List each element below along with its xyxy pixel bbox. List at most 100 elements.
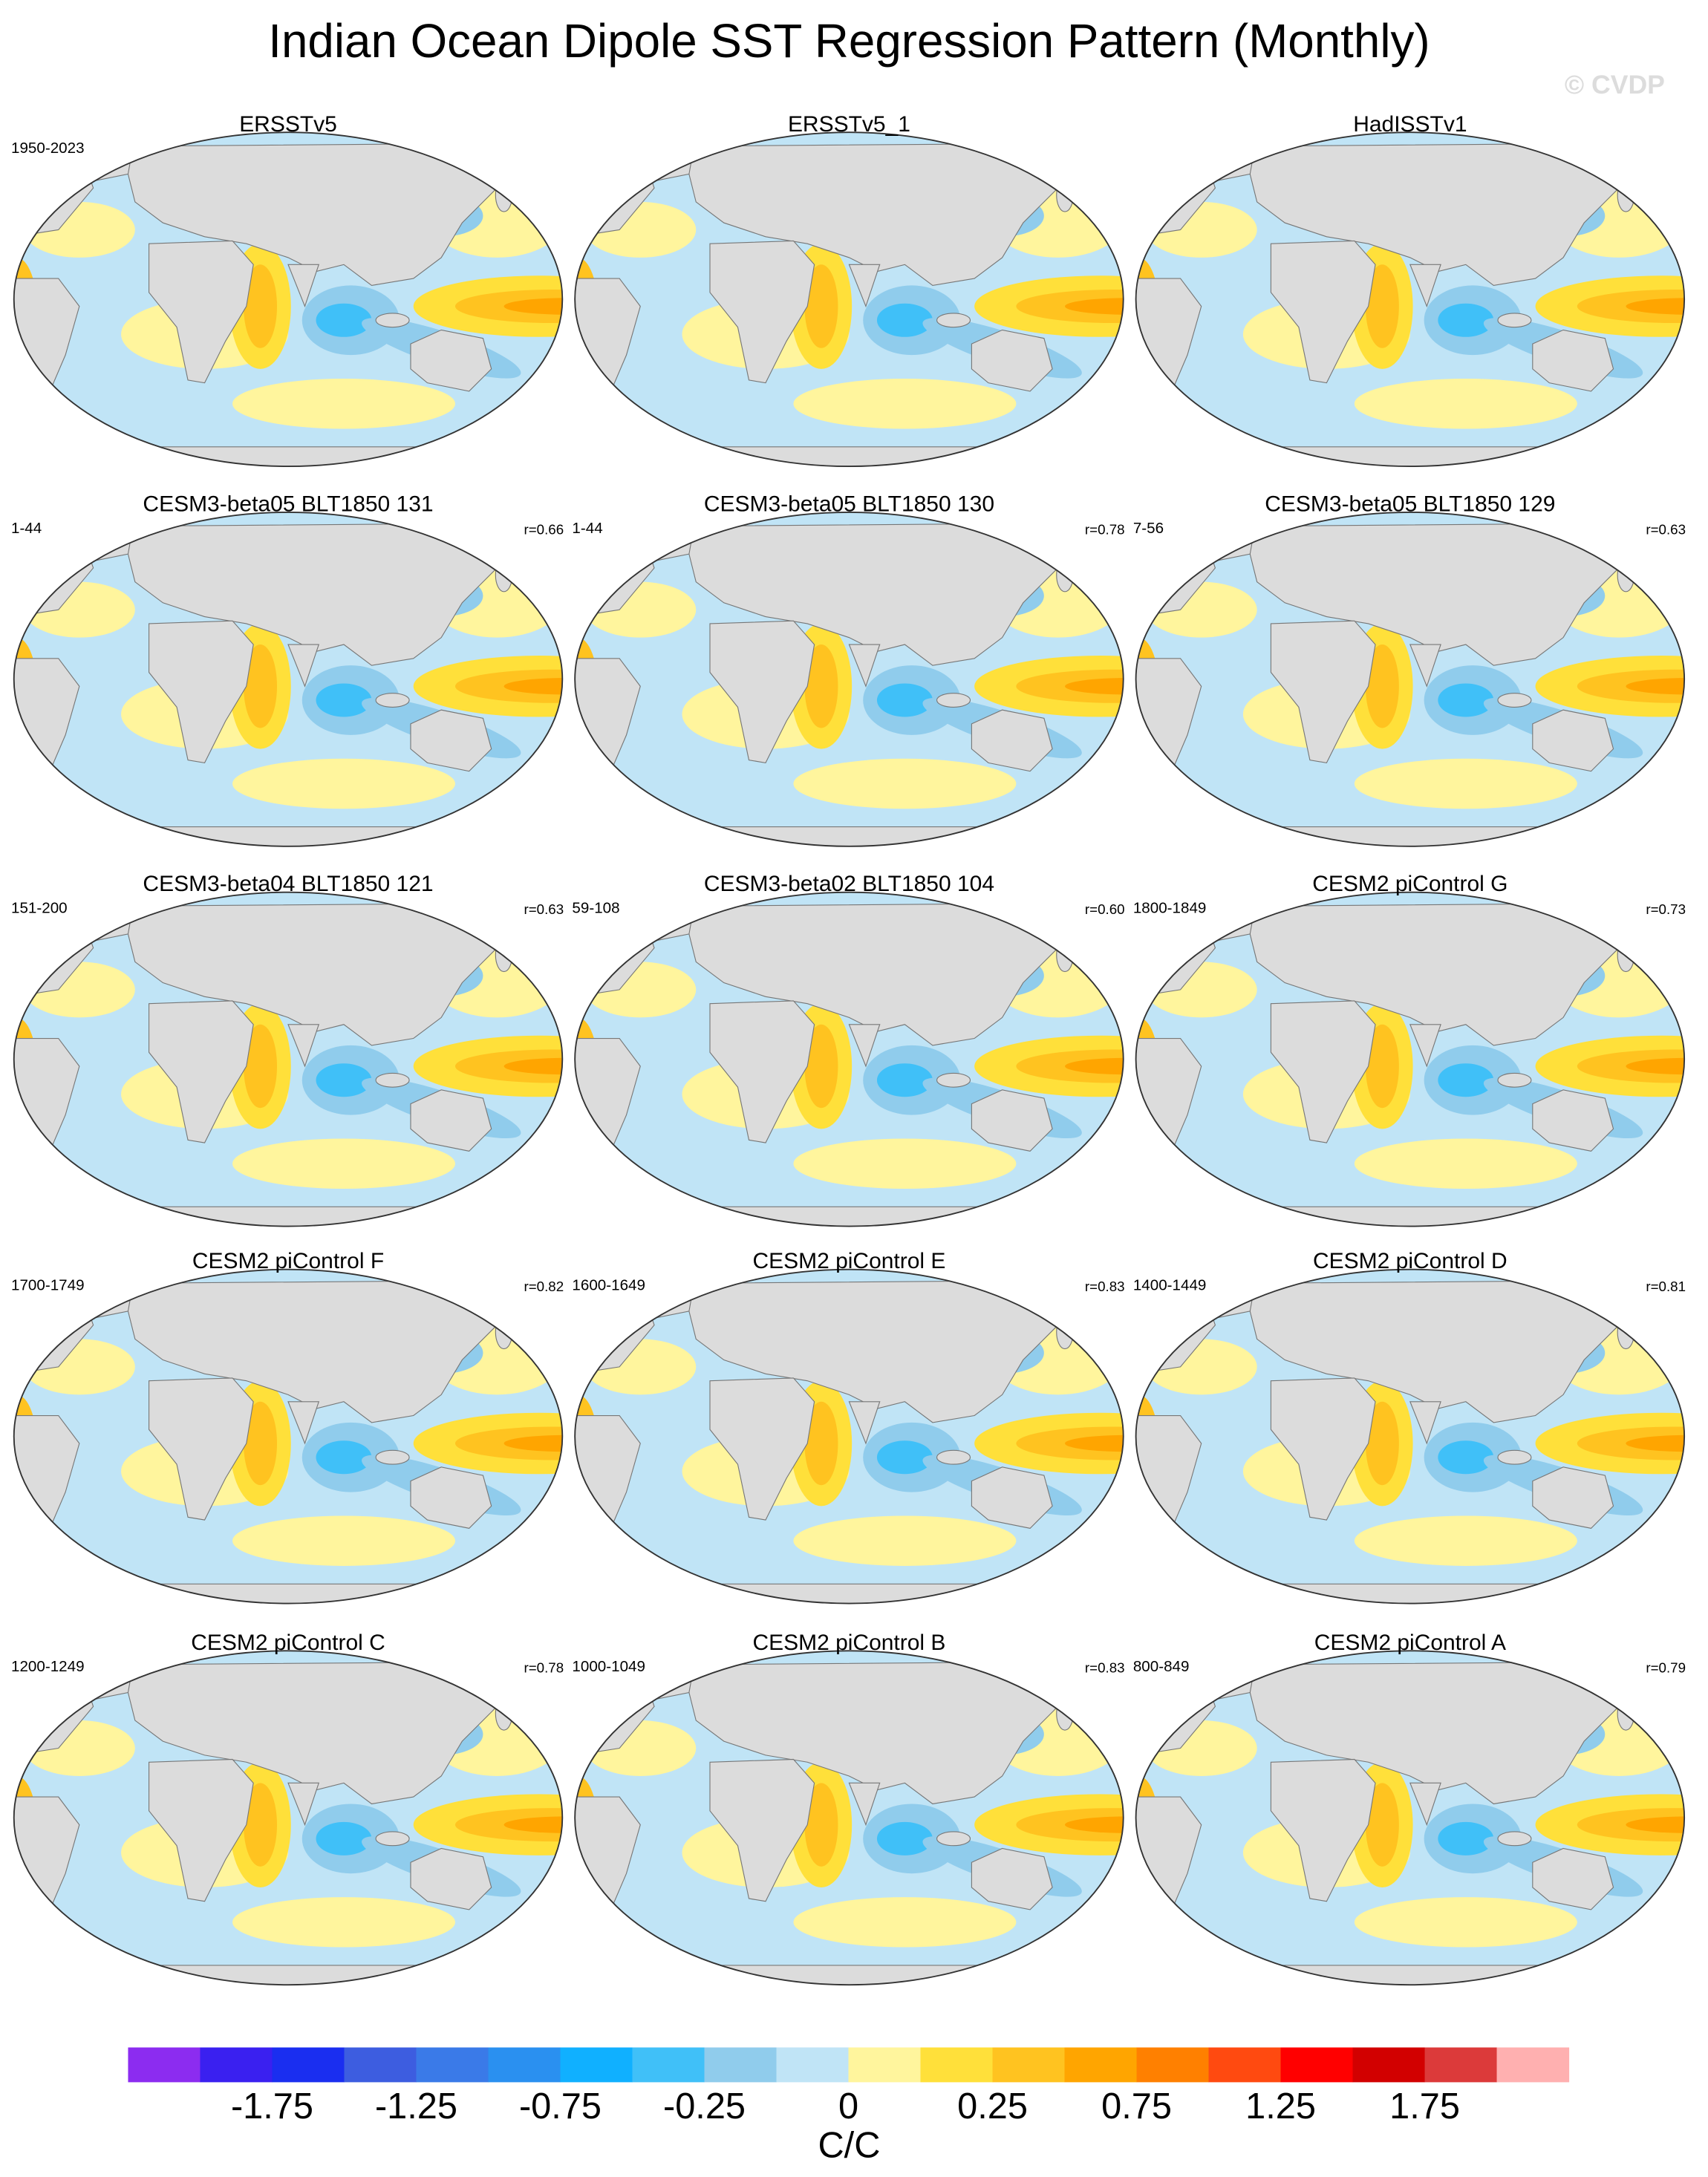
panel-title: ERSSTv5 [239,112,337,137]
period: 1950-2023 [11,140,85,157]
map-panel: CESM2 piControl C 1200-1249 r=0.78 [0,1631,664,1992]
map-panel: CESM3-beta05 BLT1850 129 7-56 r=0.63 [1118,492,1708,854]
panel-title: CESM2 piControl A [1314,1631,1506,1655]
correlation: r=0.83 [1085,1660,1125,1676]
colorbar-tick-label: 1.75 [1389,2086,1460,2127]
map-panel: ERSSTv5 1950-2023 [0,112,664,474]
map [1118,125,1708,474]
colorbar-label: C/C [818,2125,880,2165]
correlation: r=0.73 [1646,901,1686,917]
panel-title: ERSSTv5_1 [788,112,910,137]
period: 1-44 [572,520,602,537]
map [557,1262,1225,1610]
correlation: r=0.60 [1085,901,1125,917]
period: 59-108 [572,900,619,917]
map-border [13,512,564,847]
map-border [1135,131,1686,468]
colorbar-box [200,2047,273,2083]
watermark: © CVDP [1565,70,1665,99]
colorbar-box [704,2047,778,2083]
figure-title: Indian Ocean Dipole SST Regression Patte… [268,14,1430,68]
colorbar-box [1424,2047,1498,2083]
panel-title: CESM3-beta05 BLT1850 130 [704,492,994,517]
colorbar-tick-label: 1.25 [1245,2086,1316,2127]
colorbar-box [128,2047,201,2083]
map-border [13,1650,564,1986]
panel-title: HadISSTv1 [1353,112,1467,137]
map [557,1644,1225,1992]
map-panel: CESM2 piControl A 800-849 r=0.79 [1118,1631,1708,1992]
map-border [13,131,564,468]
colorbar-box [1136,2047,1210,2083]
period: 151-200 [11,900,68,917]
map [1118,1262,1708,1610]
colorbar-box [344,2047,417,2083]
colorbar-tick-label: -1.25 [375,2086,457,2127]
map [557,885,1225,1233]
colorbar-box [560,2047,633,2083]
colorbar-tick-label: -0.75 [519,2086,602,2127]
map-border [1135,512,1686,847]
map-border [574,512,1124,847]
colorbar-tick-label: 0.25 [957,2086,1028,2127]
panel-title: CESM2 piControl C [191,1631,385,1655]
map-panel: CESM3-beta05 BLT1850 131 1-44 r=0.66 [0,492,664,854]
colorbar-box [1352,2047,1426,2083]
map-border [574,131,1124,468]
map-border [574,891,1124,1227]
period: 7-56 [1133,520,1164,537]
panel-title: CESM3-beta05 BLT1850 131 [143,492,433,517]
colorbar-tick-label: 0 [838,2086,858,2127]
colorbar-tick-label: -1.75 [231,2086,313,2127]
period: 1800-1849 [1133,900,1207,917]
colorbar-tick-label: -0.25 [663,2086,746,2127]
period: 1600-1649 [572,1277,645,1294]
correlation: r=0.81 [1646,1279,1686,1294]
map-panel: CESM2 piControl G 1800-1849 r=0.73 [1118,872,1708,1233]
colorbar-box [272,2047,345,2083]
colorbar-tick-label: 0.75 [1101,2086,1172,2127]
period: 1000-1049 [572,1658,645,1675]
correlation: r=0.79 [1646,1660,1686,1676]
map-border [13,891,564,1227]
map [557,506,1225,854]
period: 1400-1449 [1133,1277,1207,1294]
colorbar-box [920,2047,994,2083]
map-panel: ERSSTv5_1 [557,112,1225,474]
colorbar-box [992,2047,1066,2083]
map-border [574,1268,1124,1605]
map-panel: HadISSTv1 [1118,112,1708,474]
colorbar-box [1208,2047,1282,2083]
map-panel: CESM2 piControl D 1400-1449 r=0.81 [1118,1249,1708,1610]
map-panel: CESM2 piControl B 1000-1049 r=0.83 [557,1631,1225,1992]
correlation: r=0.63 [1646,521,1686,537]
colorbar-box [1496,2047,1570,2083]
panel-title: CESM2 piControl F [192,1249,384,1273]
colorbar-box [1280,2047,1354,2083]
map-panel: CESM2 piControl F 1700-1749 r=0.82 [0,1249,664,1610]
panel-title: CESM3-beta04 BLT1850 121 [143,872,433,896]
correlation: r=0.78 [1085,521,1125,537]
map [557,125,1225,474]
correlation: r=0.78 [524,1660,564,1676]
map-border [1135,1268,1686,1605]
map-panel: CESM2 piControl E 1600-1649 r=0.83 [557,1249,1225,1610]
panel-title: CESM2 piControl B [752,1631,945,1655]
period: 1-44 [11,520,42,537]
correlation: r=0.83 [1085,1279,1125,1294]
map-border [1135,891,1686,1227]
map-border [1135,1650,1686,1986]
colorbar-box [1064,2047,1138,2083]
map-panel: CESM3-beta05 BLT1850 130 1-44 r=0.78 [557,492,1225,854]
correlation: r=0.66 [524,521,564,537]
map-panel: CESM3-beta02 BLT1850 104 59-108 r=0.60 [557,872,1225,1233]
map-border [574,1650,1124,1986]
map [1118,1644,1708,1992]
panel-title: CESM2 piControl D [1313,1249,1507,1273]
map-border [13,1268,564,1605]
map-panel: CESM3-beta04 BLT1850 121 151-200 r=0.63 [0,872,664,1233]
colorbar-box [848,2047,922,2083]
period: 1200-1249 [11,1658,85,1675]
